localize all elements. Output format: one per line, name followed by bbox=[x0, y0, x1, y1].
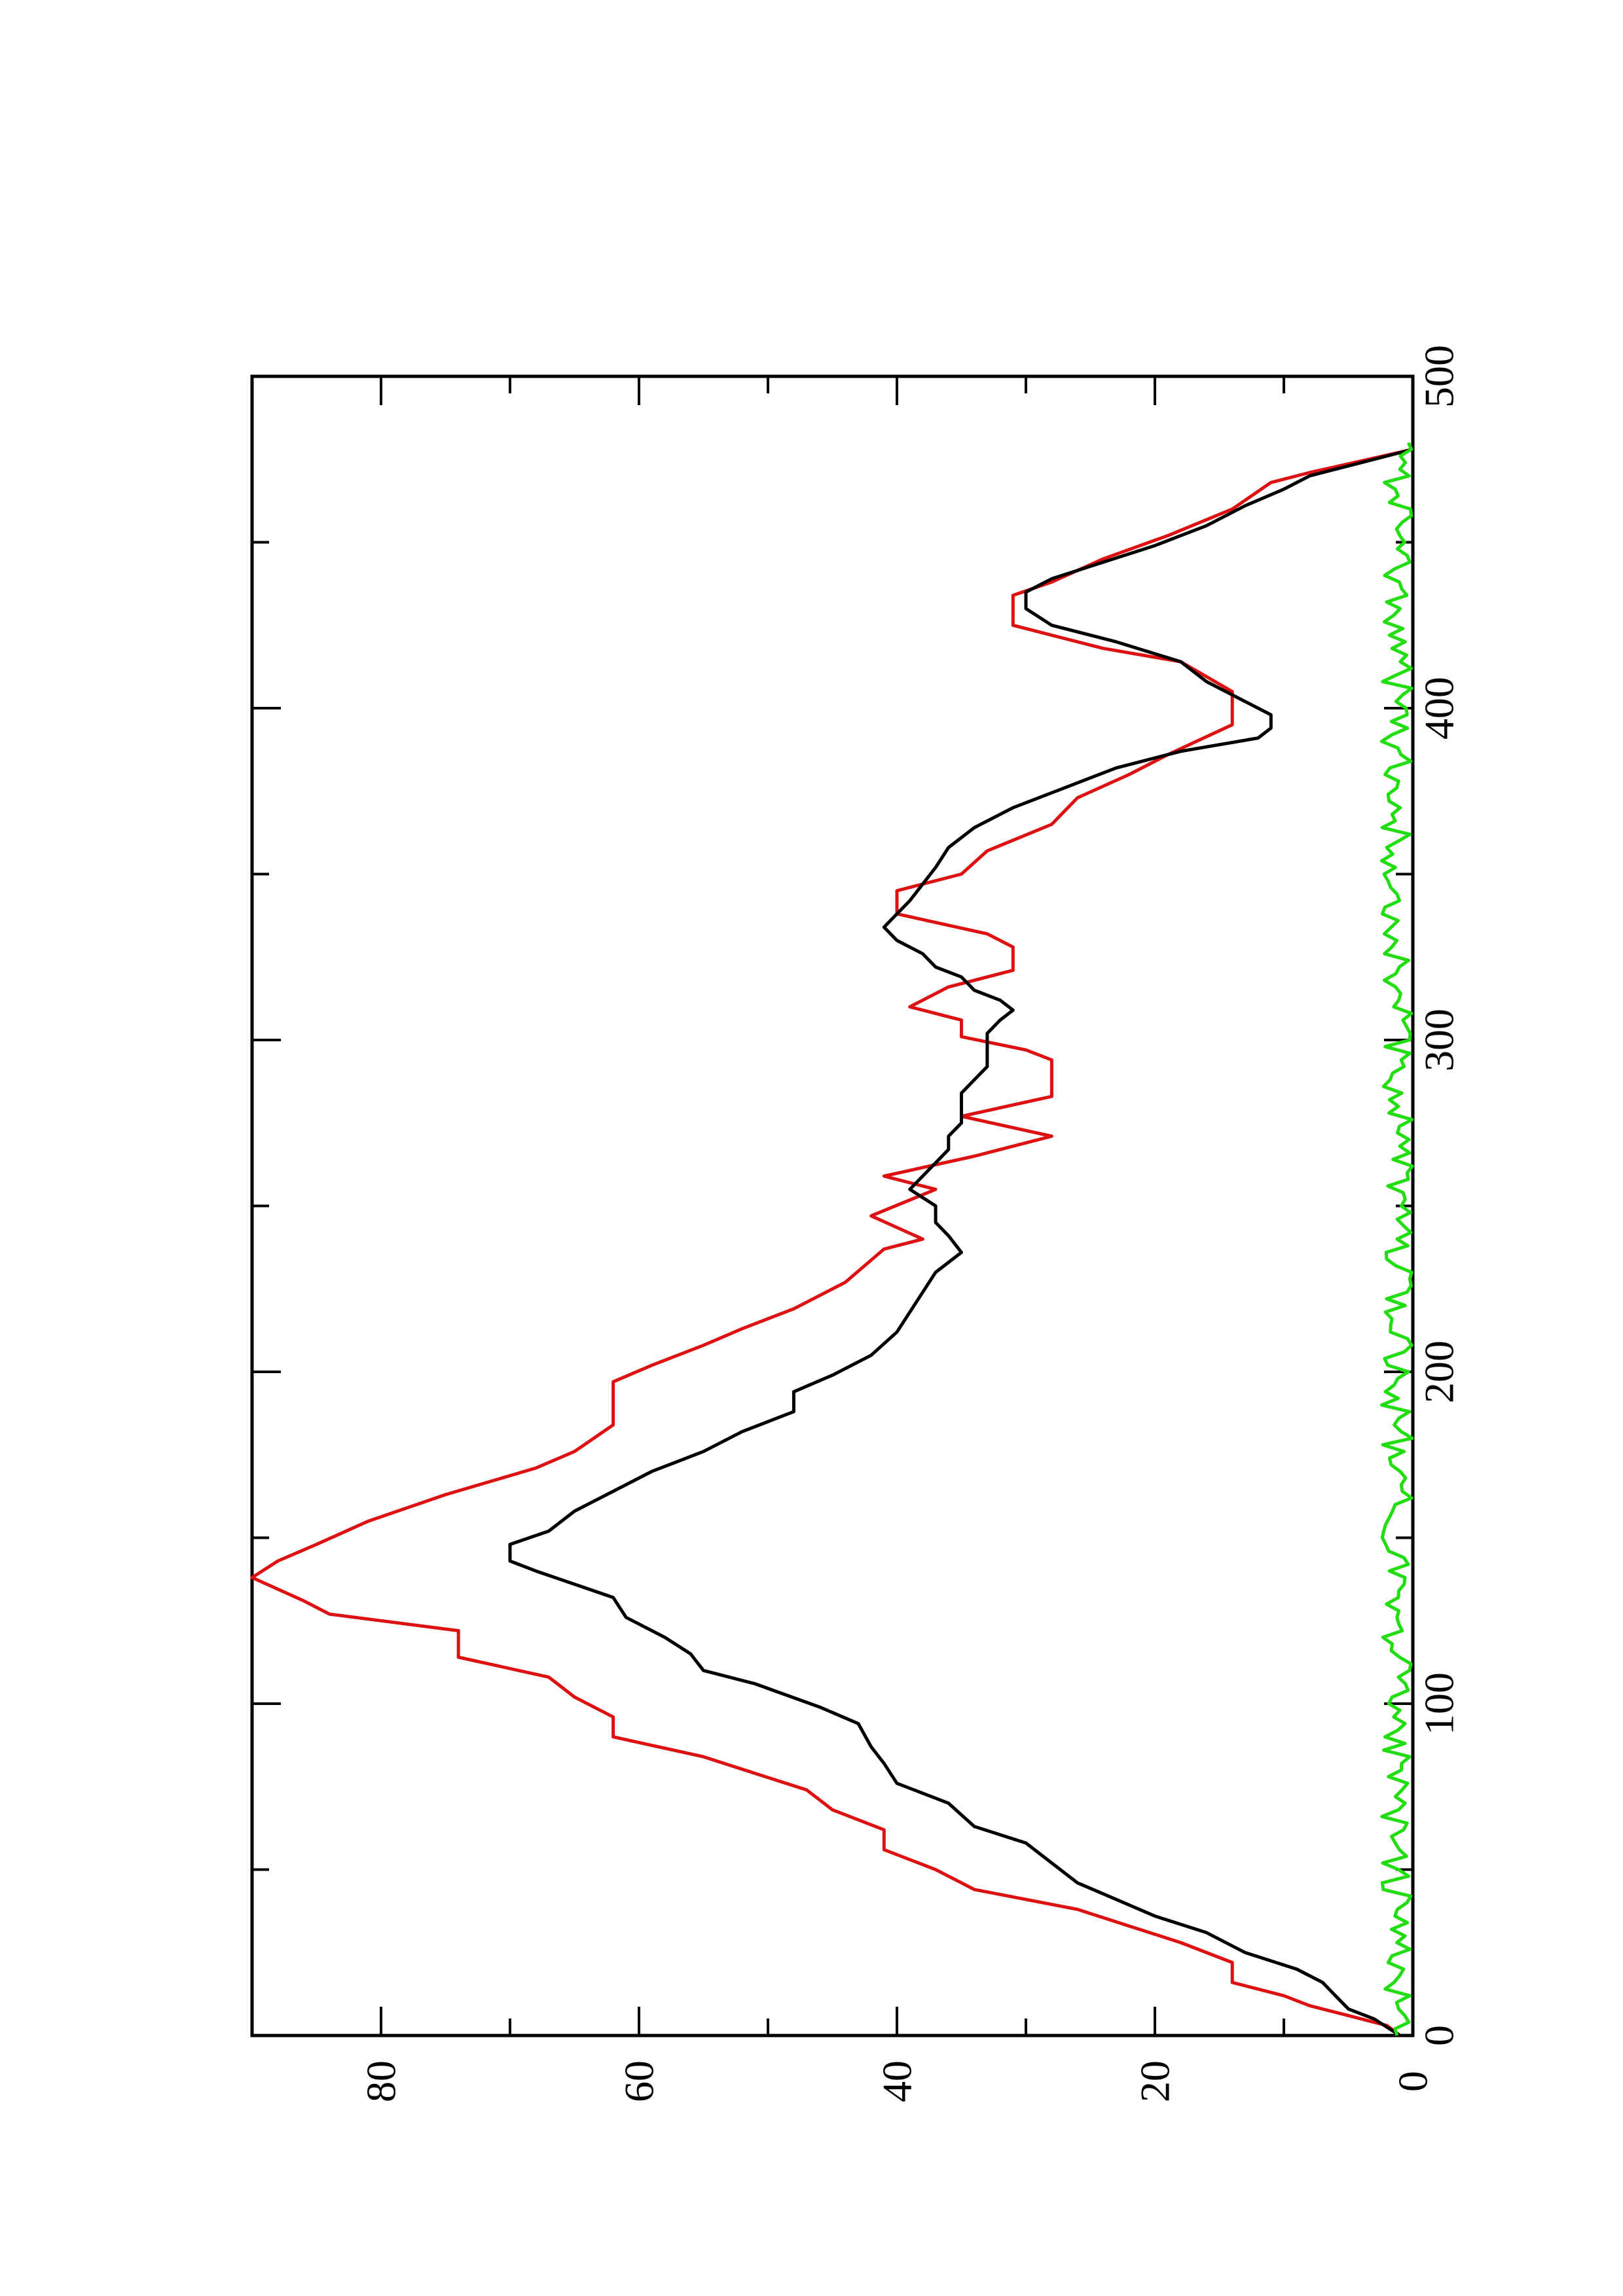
x-tick-label: 100 bbox=[1416, 1672, 1463, 1735]
series-line-2 bbox=[508, 448, 1413, 2037]
x-tick-label: 300 bbox=[1416, 1009, 1463, 1071]
axis-ticks bbox=[252, 375, 1414, 2037]
x-tick-label: 400 bbox=[1416, 677, 1463, 740]
series-line-1 bbox=[250, 448, 1413, 2037]
x-tick-label: 500 bbox=[1416, 345, 1463, 408]
y-tick-label: 80 bbox=[358, 2060, 405, 2102]
x-tick-label: 200 bbox=[1416, 1340, 1463, 1403]
y-tick-label: 40 bbox=[874, 2060, 921, 2102]
axis-tick-labels: 0 100 200 300 400 500 0 20 40 60 80 bbox=[358, 345, 1463, 2102]
series-group bbox=[250, 442, 1414, 2037]
y-tick-label: 60 bbox=[616, 2060, 663, 2102]
plot-frame bbox=[250, 374, 1415, 2037]
series-line-3 bbox=[1379, 442, 1414, 2036]
y-tick-label: 0 bbox=[1390, 2071, 1436, 2092]
x-tick-label: 0 bbox=[1416, 2025, 1463, 2046]
y-tick-label: 20 bbox=[1132, 2060, 1178, 2102]
